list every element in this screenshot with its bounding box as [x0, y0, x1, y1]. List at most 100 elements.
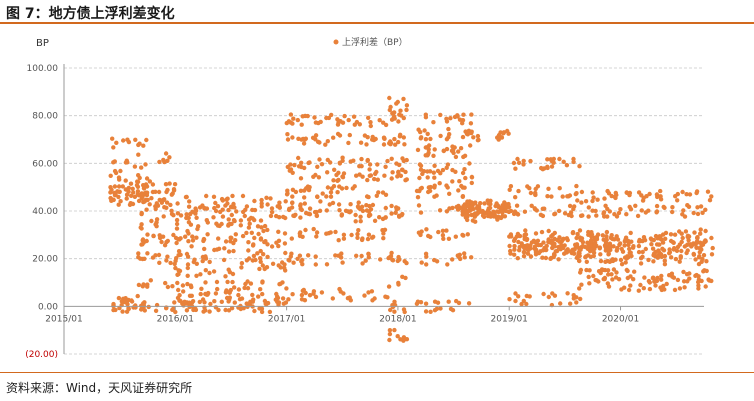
data-point: [550, 239, 555, 245]
data-point: [626, 287, 632, 293]
data-point: [640, 254, 645, 259]
data-point: [314, 230, 320, 235]
data-point: [639, 208, 644, 213]
data-point: [606, 272, 611, 277]
data-point: [586, 274, 591, 280]
data-point: [643, 210, 648, 215]
data-point: [657, 242, 662, 247]
data-point: [338, 289, 343, 294]
data-point: [229, 212, 234, 218]
data-point: [428, 136, 433, 142]
data-point: [313, 294, 319, 300]
data-point: [670, 205, 675, 210]
data-point: [205, 292, 210, 297]
data-point: [124, 196, 129, 201]
data-point: [561, 159, 566, 164]
data-point: [199, 286, 204, 291]
data-point: [453, 234, 458, 239]
data-point: [327, 202, 332, 207]
data-point: [397, 162, 402, 168]
data-point: [538, 212, 544, 217]
data-point: [398, 173, 404, 178]
data-point: [150, 255, 156, 260]
data-point: [288, 112, 294, 117]
data-point: [250, 216, 255, 221]
data-point: [668, 232, 674, 237]
data-point: [678, 255, 683, 260]
data-point: [216, 246, 222, 251]
data-point: [207, 259, 212, 265]
data-point: [239, 261, 245, 266]
data-point: [383, 294, 388, 299]
data-point: [372, 176, 377, 182]
data-point: [624, 212, 629, 217]
data-point: [437, 208, 443, 213]
data-point: [262, 266, 267, 272]
data-point: [416, 203, 422, 208]
data-point: [277, 215, 282, 220]
data-point: [703, 207, 708, 212]
data-point: [153, 206, 158, 212]
data-point: [654, 278, 660, 284]
data-point: [265, 227, 270, 233]
data-point: [541, 291, 546, 297]
data-point: [125, 302, 130, 307]
data-point: [111, 197, 116, 203]
data-point: [269, 209, 275, 215]
data-point: [660, 240, 666, 245]
data-point: [220, 214, 226, 219]
data-point: [359, 156, 364, 162]
data-point: [324, 262, 330, 267]
data-point: [552, 293, 558, 298]
data-point: [139, 194, 144, 200]
data-point: [204, 218, 209, 223]
data-point: [354, 253, 359, 258]
data-point: [223, 307, 228, 313]
data-point: [376, 190, 381, 195]
data-point: [249, 230, 254, 235]
data-point: [672, 232, 678, 237]
data-point: [440, 233, 446, 238]
data-point: [702, 239, 707, 245]
data-point: [456, 149, 461, 154]
data-point: [363, 258, 368, 263]
data-point: [525, 251, 531, 256]
data-point: [388, 140, 394, 146]
y-tick-label: 100.00: [27, 64, 59, 74]
data-point: [467, 161, 472, 166]
data-point: [571, 296, 576, 301]
data-point: [284, 286, 289, 291]
data-point: [605, 281, 610, 286]
data-point: [670, 240, 676, 245]
data-point: [508, 208, 514, 214]
data-point: [311, 226, 316, 232]
data-point: [434, 306, 440, 311]
data-point: [587, 281, 592, 286]
data-point: [302, 201, 307, 206]
data-point: [651, 259, 656, 264]
data-point: [588, 249, 593, 254]
data-point: [144, 176, 150, 181]
data-point: [657, 236, 663, 241]
data-point: [331, 135, 336, 140]
data-point: [241, 209, 246, 215]
data-point: [423, 301, 429, 306]
data-point: [390, 258, 396, 263]
data-point: [168, 202, 173, 208]
data-point: [426, 189, 431, 195]
data-point: [389, 176, 394, 181]
data-point: [360, 261, 365, 266]
data-point: [697, 255, 702, 260]
data-point: [377, 215, 382, 220]
data-point: [700, 256, 705, 262]
data-point: [252, 308, 257, 314]
data-point: [337, 160, 342, 165]
data-point: [511, 238, 517, 243]
data-point: [356, 228, 361, 233]
data-point: [562, 211, 568, 216]
data-point: [118, 168, 123, 174]
data-point: [114, 140, 119, 145]
data-point: [245, 279, 250, 284]
data-point: [346, 140, 351, 146]
data-point: [282, 241, 288, 246]
